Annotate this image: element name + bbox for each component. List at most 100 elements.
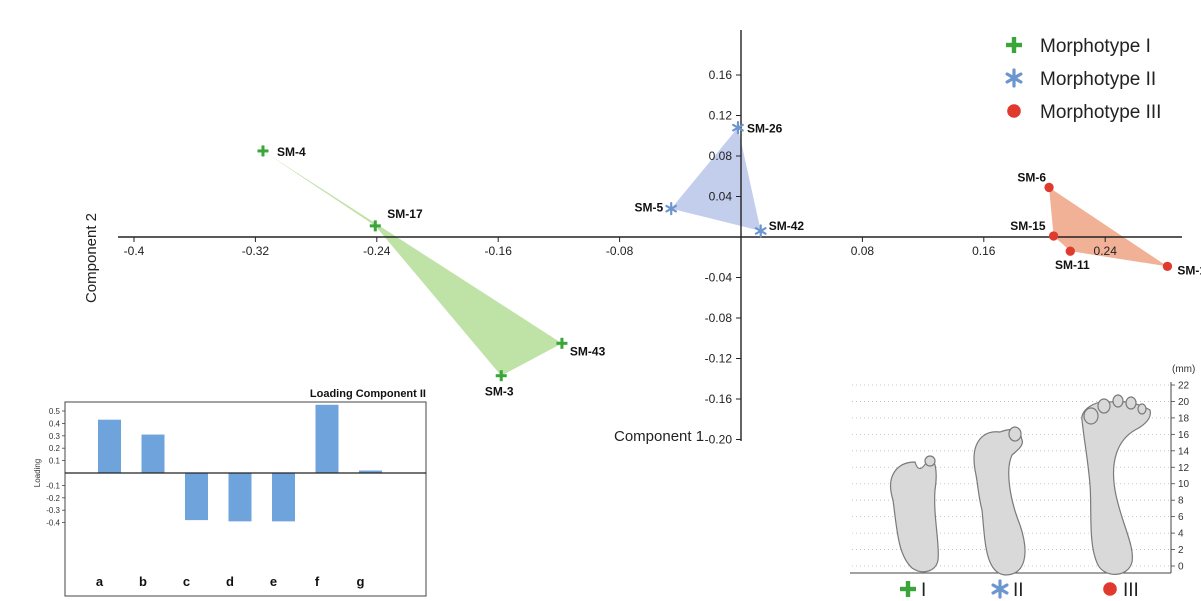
data-point-label: SM-4 (277, 145, 306, 159)
bar (272, 473, 295, 522)
data-point-label: SM-3 (485, 385, 514, 399)
x-tick-label: -0.16 (485, 244, 513, 258)
y-tick-labels: 0.16 0.12 0.08 0.04 -0.04 -0.08 -0.12 -0.16 -0.2… (705, 68, 741, 447)
footprint-legend-marker-1 (900, 581, 916, 597)
y-tick-label: 0.12 (709, 109, 733, 123)
footprint-legend-label: III (1123, 580, 1139, 601)
bar (141, 434, 165, 473)
hull-morphotype-iii (1049, 187, 1168, 267)
legend-marker-3 (1007, 104, 1021, 118)
bar (228, 473, 252, 522)
x-axis-title: Component 1 (614, 428, 704, 445)
data-point-label: SM-5 (635, 201, 664, 215)
x-tick-label: 0.16 (972, 244, 996, 258)
footprint-legend-marker-3 (1103, 582, 1117, 596)
inset-y-tick-label: -0.3 (46, 506, 60, 515)
x-tick-label: -0.08 (606, 244, 634, 258)
data-point-marker (754, 224, 767, 238)
x-tick-label: -0.32 (242, 244, 270, 258)
y-tick-label: 0.08 (709, 149, 733, 163)
bar (185, 473, 208, 521)
data-point-marker (732, 121, 744, 135)
bar-category-label: e (270, 574, 277, 589)
scatter-points: SM-4 SM-17 SM-43 SM-3 SM-26 SM-5 SM-42 SM-6 SM-1… (257, 121, 1201, 399)
legend-marker-2 (1005, 68, 1023, 88)
bar (359, 470, 382, 473)
bar-category-label: b (139, 574, 147, 589)
bar-category-label: f (315, 574, 320, 589)
data-point-label: SM-15 (1010, 219, 1046, 233)
legend-label: Morphotype I (1040, 36, 1151, 57)
footprint-legend-label: II (1013, 580, 1024, 601)
data-point-label: SM-1 (1177, 263, 1201, 277)
y-tick-label: -0.04 (705, 271, 733, 285)
mm-tick-label: 6 (1178, 512, 1184, 523)
x-tick-label: 0.08 (851, 244, 875, 258)
data-point-marker (665, 202, 678, 216)
y-tick-label: -0.12 (705, 352, 733, 366)
inset-y-tick-label: 0.3 (49, 432, 61, 441)
data-point-marker (1048, 231, 1059, 241)
data-point-label: SM-17 (387, 207, 423, 221)
mm-tick-label: 8 (1178, 496, 1184, 507)
inset-y-label: Loading (33, 459, 42, 487)
mm-tick-label: 4 (1178, 529, 1184, 540)
bar-category-label: c (183, 574, 190, 589)
footprint-legend-marker-2 (991, 579, 1009, 599)
bar-category-label: d (226, 574, 234, 589)
y-tick-label: 0.16 (709, 68, 733, 82)
x-tick-label: -0.24 (363, 244, 391, 258)
data-point-marker (1065, 246, 1075, 256)
footprint-toes (924, 394, 1147, 467)
bar-category-label: a (96, 574, 104, 589)
legend-marker-1 (1006, 37, 1022, 53)
inset-category-labels: a b c d e f g (96, 574, 365, 589)
x-tick-label: -0.4 (124, 244, 145, 258)
hull-morphotype-i (262, 150, 562, 376)
mm-tick-label: 22 (1178, 381, 1190, 392)
data-point-label: SM-11 (1055, 258, 1090, 272)
mm-tick-label: 18 (1178, 413, 1190, 424)
inset-bars (98, 404, 382, 522)
hull-morphotype-ii (671, 127, 761, 231)
footprint-medium (973, 429, 1026, 576)
footprint-legend: I II III (900, 579, 1139, 601)
pca-axes (118, 30, 1182, 441)
data-point-marker (369, 220, 381, 232)
mm-tick-label: 16 (1178, 430, 1190, 441)
bar (315, 404, 339, 473)
mm-tick-label: 14 (1178, 446, 1190, 457)
y-tick-label: -0.16 (705, 392, 733, 406)
mm-tick-label: 0 (1178, 562, 1184, 573)
mm-tick-label: 12 (1178, 463, 1190, 474)
mm-tick-label: 10 (1178, 479, 1190, 490)
legend: Morphotype I Morphotype II Morphotype III (1005, 36, 1161, 123)
y-tick-label: -0.20 (705, 433, 733, 447)
data-point-marker (495, 370, 507, 382)
inset-y-ticks: 0.5 0.4 0.3 0.2 0.1 -0.1 -0.2 -0.3 -0.4 (46, 407, 65, 528)
inset-y-tick-label: -0.2 (46, 494, 60, 503)
inset-y-tick-label: -0.4 (46, 519, 60, 528)
y-axis-title: Component 2 (83, 213, 100, 303)
inset-title: Loading Component II (310, 388, 426, 400)
footprint-legend-label: I (921, 580, 926, 601)
data-point-label: SM-6 (1017, 170, 1046, 184)
footprint-small (890, 458, 939, 573)
loading-inset-chart: Loading Component II Loading 0.50.40.30.… (33, 388, 427, 597)
x-tick-label: 0.24 (1094, 244, 1118, 258)
inset-y-tick-label: 0.4 (49, 419, 61, 428)
data-point-marker (1162, 261, 1173, 272)
inset-y-tick-label: -0.1 (46, 481, 60, 490)
mm-unit-label: (mm) (1172, 364, 1195, 375)
data-point-label: SM-42 (769, 219, 805, 233)
inset-y-tick-label: 0.5 (49, 407, 61, 416)
data-point-marker (1044, 182, 1054, 193)
y-tick-label: 0.04 (709, 190, 733, 204)
bar (98, 419, 121, 473)
data-point-marker (556, 337, 568, 349)
convex-hulls (262, 127, 1168, 376)
legend-label: Morphotype II (1040, 69, 1156, 90)
mm-tick-label: 2 (1178, 545, 1184, 556)
